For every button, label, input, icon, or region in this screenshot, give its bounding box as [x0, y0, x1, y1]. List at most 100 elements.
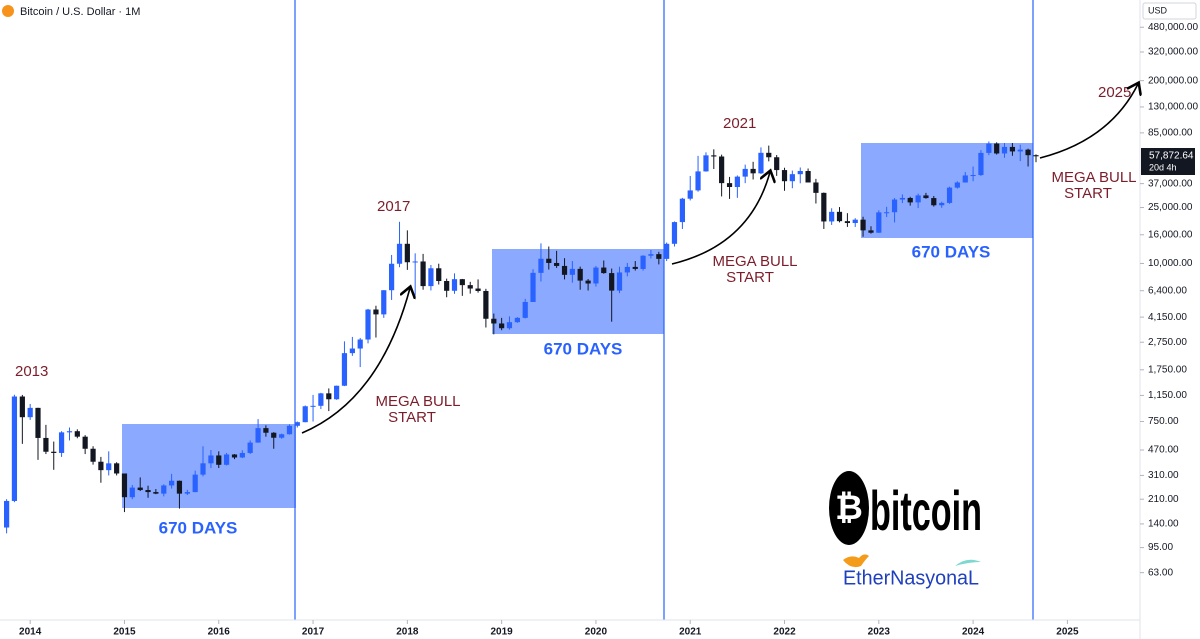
candle-body [671, 222, 678, 244]
candle-body [962, 175, 968, 183]
y-tick-label: 470.00 [1148, 445, 1179, 456]
candle-body [679, 198, 685, 223]
candle-body [695, 171, 701, 191]
currency-box[interactable] [1142, 2, 1197, 20]
candle-body [844, 221, 851, 224]
x-tick-label: 2020 [585, 627, 608, 638]
candle-body [632, 266, 638, 269]
candle-body [58, 432, 65, 453]
bird-icon [843, 554, 869, 568]
candles [4, 141, 1039, 534]
x-tick-label: 2022 [773, 627, 796, 638]
wave-icon [955, 559, 981, 566]
candle-body [577, 268, 583, 281]
candle-body [483, 290, 489, 319]
candle-body [687, 190, 693, 199]
candle-body [35, 407, 41, 438]
year-label: 2013 [15, 363, 48, 380]
candle-body [1017, 149, 1023, 152]
candle-body [734, 176, 740, 188]
arrow [301, 288, 410, 434]
x-tick-label: 2019 [491, 627, 514, 638]
candle-body [255, 428, 261, 443]
credit: EtherNasyonaL [843, 567, 979, 589]
price-tag [1141, 148, 1195, 175]
candle-body [970, 175, 976, 177]
candle-body [538, 258, 544, 273]
candle-body [766, 152, 772, 158]
x-tick-label: 2014 [19, 627, 42, 638]
candle-body [624, 266, 630, 273]
y-tick-label: 4,150.00 [1148, 312, 1187, 323]
ticks: 480,000.00 320,000.00 200,000.00 130,000.00… [19, 22, 1198, 638]
candle-body [758, 152, 764, 174]
candle-body [90, 448, 96, 462]
x-tick-label: 2025 [1056, 627, 1079, 638]
candle-body [978, 152, 984, 176]
y-tick-label: 85,000.00 [1148, 128, 1193, 139]
candle-body [1025, 149, 1031, 156]
y-tick-label: 320,000.00 [1148, 47, 1198, 58]
candle-body [703, 155, 709, 172]
bull-label: MEGA BULL [375, 393, 460, 410]
candle-body [4, 500, 10, 528]
last-price: 57,872.64 [1149, 151, 1194, 162]
candle-body [656, 254, 662, 259]
candle-body [169, 480, 175, 486]
y-tick-label: 480,000.00 [1148, 22, 1198, 33]
logo-word: bitcoin [870, 479, 982, 542]
candle-body [451, 279, 458, 291]
y-tick-label: 2,750.00 [1148, 337, 1187, 348]
candle-body [129, 487, 135, 498]
x-tick-label: 2016 [208, 627, 231, 638]
candle-body [11, 396, 18, 501]
y-tick-label: 200,000.00 [1148, 75, 1198, 86]
candle-body [821, 192, 827, 222]
candle-body [200, 463, 206, 475]
candle-body [931, 198, 937, 206]
candle-body [946, 187, 953, 203]
range-box [122, 424, 296, 508]
currency[interactable]: USD [1148, 5, 1168, 15]
candle-body [781, 170, 788, 182]
candle-body [396, 243, 403, 264]
candle-body [546, 258, 552, 263]
candle-body [1033, 155, 1039, 157]
candle-body [286, 425, 293, 435]
candle-body [231, 454, 238, 458]
bull-label: START [1064, 185, 1112, 202]
y-tick-label: 1,150.00 [1148, 390, 1187, 401]
arrow [671, 172, 770, 265]
candle-body [294, 422, 300, 426]
candle-body [302, 406, 308, 423]
candle-body [986, 143, 992, 153]
candle-body [797, 171, 803, 175]
y-tick-label: 16,000.00 [1148, 229, 1193, 240]
year-label: 2025 [1098, 84, 1131, 101]
candle-body [1009, 146, 1016, 152]
candle-body [467, 285, 473, 289]
candle-body [522, 301, 528, 318]
candle-body [585, 280, 591, 284]
candle-body [145, 490, 151, 493]
candle-body [334, 385, 340, 400]
candle-body [349, 348, 355, 354]
candle-body [829, 211, 835, 222]
candle-body [239, 452, 245, 458]
candle-body [852, 219, 858, 224]
candle-body [420, 261, 426, 287]
candle-body [475, 288, 481, 291]
y-tick-label: 6,400.00 [1148, 285, 1187, 296]
candle-body [357, 339, 363, 349]
x-tick-label: 2018 [396, 627, 419, 638]
candle-body [263, 428, 269, 433]
candle-body [326, 393, 332, 400]
candle-body [208, 455, 214, 464]
candle-body [915, 195, 921, 203]
candle-body [98, 461, 104, 471]
y-tick-label: 210.00 [1148, 494, 1179, 505]
candle-body [51, 451, 57, 453]
candle-body [74, 431, 80, 437]
x-tick-label: 2015 [113, 627, 136, 638]
bull-label: MEGA BULL [712, 253, 797, 270]
